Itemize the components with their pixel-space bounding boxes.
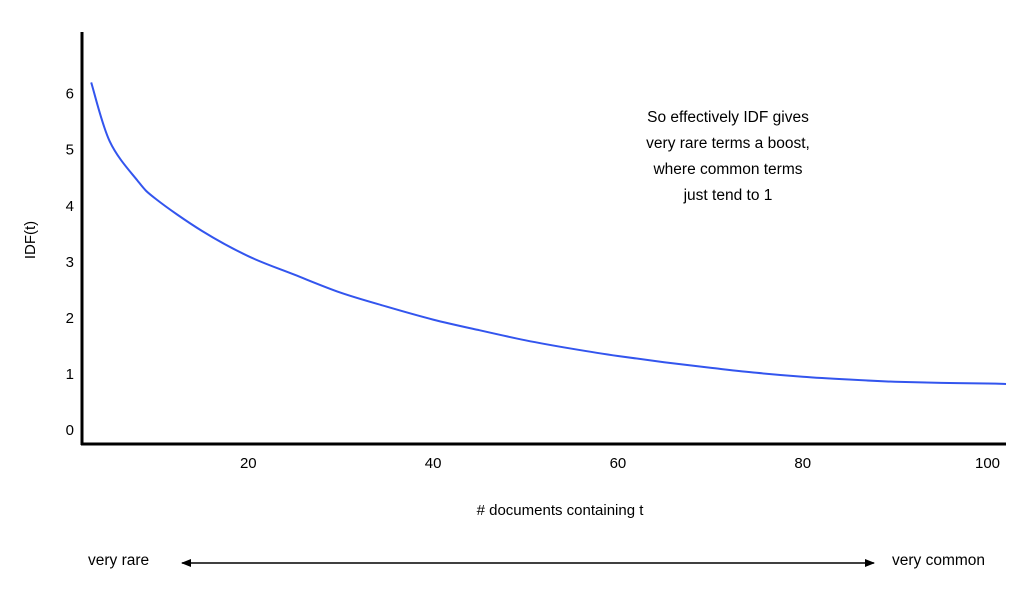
x-tick-label: 40 xyxy=(425,455,442,472)
note-line: So effectively IDF gives xyxy=(647,109,809,126)
x-axis-title: # documents containing t xyxy=(477,502,645,519)
y-tick-label: 5 xyxy=(66,142,74,159)
x-tick-label: 80 xyxy=(794,455,811,472)
range-label-very-common: very common xyxy=(892,552,986,569)
note-line: where common terms xyxy=(653,161,803,178)
x-tick-labels: 20 40 60 80 100 xyxy=(240,455,1000,472)
y-tick-labels: 0 1 2 3 4 5 6 xyxy=(66,86,74,439)
y-tick-label: 3 xyxy=(66,254,74,271)
x-tick-label: 100 xyxy=(975,455,1000,472)
note-line: just tend to 1 xyxy=(683,187,773,204)
y-tick-label: 2 xyxy=(66,310,74,327)
y-axis-title: IDF(t) xyxy=(22,221,39,259)
y-tick-label: 6 xyxy=(66,86,74,103)
x-tick-label: 60 xyxy=(610,455,627,472)
note-line: very rare terms a boost, xyxy=(646,135,810,152)
range-label-very-rare: very rare xyxy=(88,552,150,569)
idf-explanation-note: So effectively IDF gives very rare terms… xyxy=(598,105,858,209)
y-tick-label: 4 xyxy=(66,198,74,215)
x-tick-label: 20 xyxy=(240,455,257,472)
idf-curve-line xyxy=(90,82,1007,385)
y-tick-label: 0 xyxy=(66,422,74,439)
y-tick-label: 1 xyxy=(66,366,74,383)
